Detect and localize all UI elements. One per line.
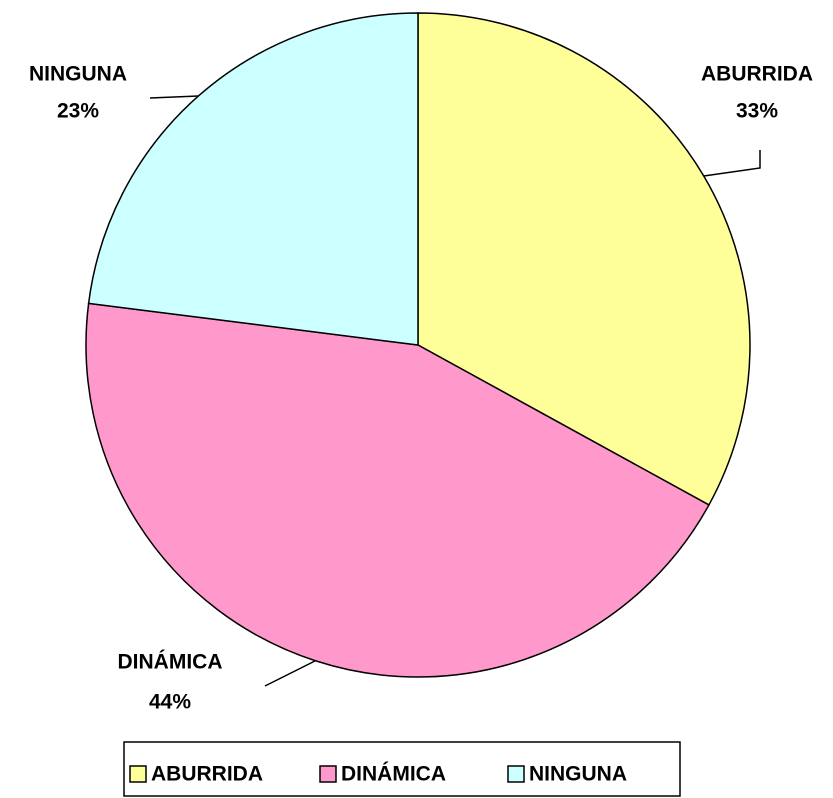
legend-box	[123, 741, 681, 797]
legend-swatch	[319, 765, 337, 783]
legend-label: NINGUNA	[529, 763, 627, 786]
leader-line	[703, 150, 761, 177]
leader-line	[149, 95, 199, 99]
legend-swatch	[507, 765, 525, 783]
data-label-name: ABURRIDA	[701, 63, 813, 86]
data-label-value: 23%	[57, 100, 99, 123]
data-label-name: NINGUNA	[29, 63, 127, 86]
legend-label: DINÁMICA	[341, 763, 446, 786]
data-label-name: DINÁMICA	[118, 651, 223, 674]
legend-label: ABURRIDA	[151, 763, 263, 786]
pie-slice	[85, 302, 710, 678]
leader-line	[264, 660, 316, 687]
legend-swatch	[129, 765, 147, 783]
pie-slice	[87, 12, 419, 346]
data-label-value: 33%	[736, 100, 778, 123]
data-label-value: 44%	[149, 691, 191, 714]
